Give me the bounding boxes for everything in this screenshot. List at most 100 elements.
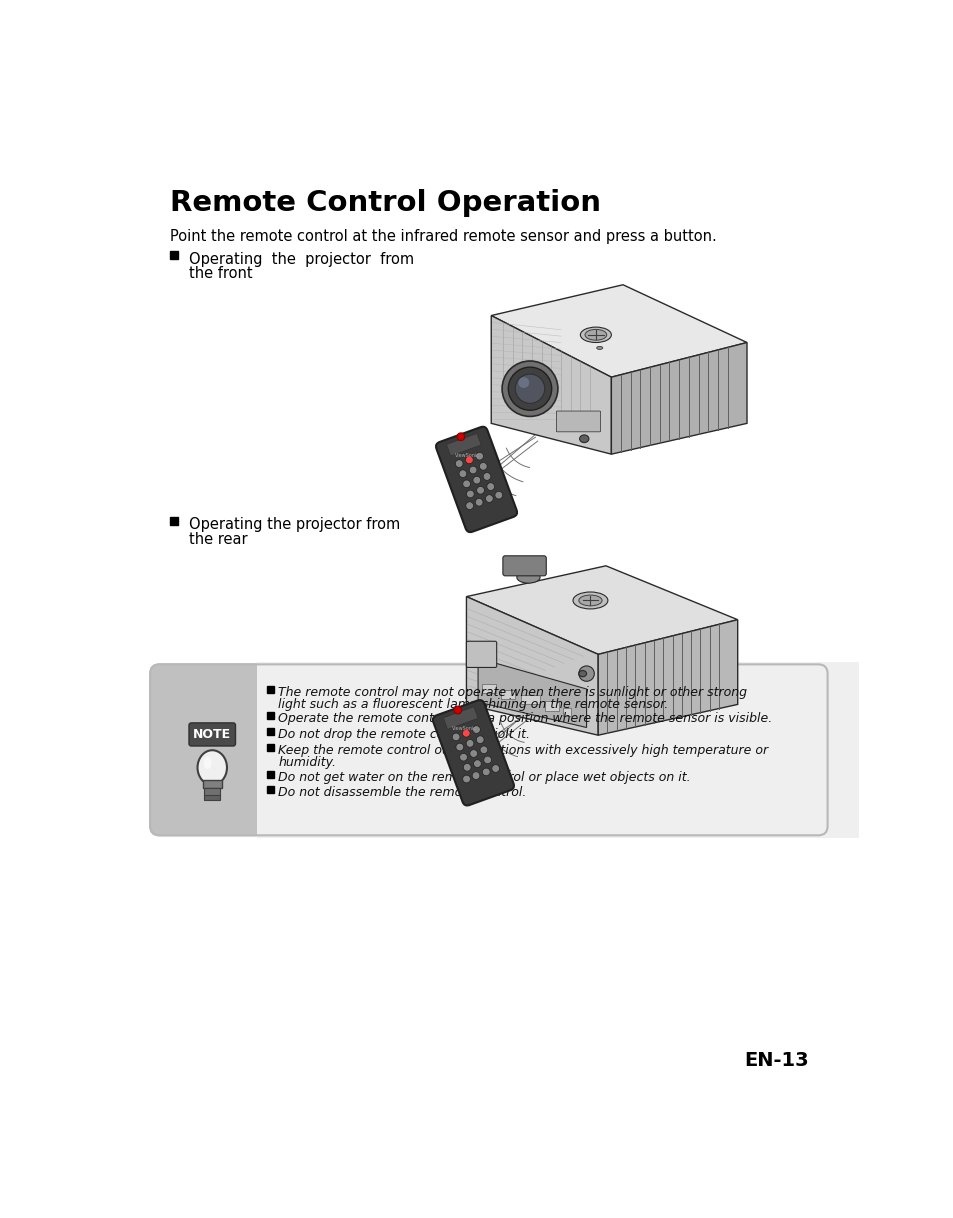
Ellipse shape [578, 596, 601, 605]
Bar [562, 708, 571, 716]
Circle shape [459, 754, 467, 761]
Text: 15°: 15° [506, 639, 522, 657]
FancyBboxPatch shape [436, 426, 517, 532]
Circle shape [473, 476, 480, 484]
Text: Do not disassemble the remote control.: Do not disassemble the remote control. [278, 787, 526, 799]
Text: The remote control may not operate when there is sunlight or other strong: The remote control may not operate when … [278, 686, 746, 699]
Text: Operate the remote control from a position where the remote sensor is visible.: Operate the remote control from a positi… [278, 713, 772, 726]
Ellipse shape [579, 435, 588, 442]
Circle shape [472, 772, 479, 780]
Circle shape [578, 666, 594, 681]
Circle shape [466, 490, 474, 498]
Bar [170, 251, 178, 259]
Text: 5m: 5m [521, 386, 537, 402]
Text: NOTE: NOTE [193, 728, 231, 741]
Text: ViewSonic: ViewSonic [455, 453, 479, 458]
Bar [520, 695, 539, 704]
Circle shape [462, 775, 470, 783]
Text: Point the remote control at the infrared remote sensor and press a button.: Point the remote control at the infrared… [170, 229, 716, 245]
Circle shape [475, 498, 482, 507]
Ellipse shape [578, 671, 586, 677]
Polygon shape [477, 658, 586, 727]
Circle shape [452, 733, 459, 741]
Text: the front: the front [189, 267, 253, 281]
Text: 7m: 7m [513, 671, 529, 687]
Ellipse shape [573, 592, 607, 609]
Circle shape [456, 432, 464, 441]
Circle shape [482, 473, 491, 480]
Ellipse shape [515, 374, 544, 403]
Ellipse shape [197, 750, 227, 784]
Ellipse shape [579, 328, 611, 342]
FancyBboxPatch shape [433, 700, 514, 805]
Text: humidity.: humidity. [278, 756, 335, 769]
Circle shape [458, 470, 466, 477]
Text: 10°: 10° [498, 379, 514, 396]
Bar [257, 663, 915, 838]
Ellipse shape [596, 346, 602, 350]
FancyBboxPatch shape [189, 723, 235, 745]
Polygon shape [611, 342, 746, 454]
Circle shape [454, 706, 461, 714]
Text: Keep the remote control out of locations with excessively high temperature or: Keep the remote control out of locations… [278, 744, 767, 758]
Text: 10°: 10° [496, 650, 511, 667]
Polygon shape [491, 315, 611, 454]
Circle shape [492, 765, 499, 772]
Bar [203, 780, 221, 788]
Ellipse shape [501, 361, 558, 417]
Text: Operating  the  projector  from: Operating the projector from [189, 252, 414, 267]
FancyBboxPatch shape [150, 664, 275, 836]
FancyBboxPatch shape [446, 434, 480, 456]
Bar [267, 771, 274, 777]
Circle shape [462, 730, 470, 737]
Bar [267, 686, 274, 693]
Ellipse shape [204, 756, 212, 769]
Circle shape [455, 459, 462, 468]
Circle shape [483, 756, 491, 764]
Circle shape [463, 764, 471, 771]
Bar [267, 728, 274, 736]
Polygon shape [598, 620, 737, 736]
Text: 5m: 5m [518, 658, 534, 674]
Text: ViewSonic: ViewSonic [452, 726, 476, 731]
Ellipse shape [517, 571, 539, 583]
Text: light such as a fluorescent lamp shining on the remote sensor.: light such as a fluorescent lamp shining… [278, 698, 668, 711]
Bar [267, 713, 274, 720]
FancyBboxPatch shape [443, 706, 477, 730]
Circle shape [473, 760, 481, 767]
Text: Operating the projector from: Operating the projector from [189, 518, 400, 532]
Circle shape [486, 482, 494, 491]
Bar [204, 788, 220, 797]
Text: 5m: 5m [509, 685, 524, 700]
Circle shape [482, 769, 490, 776]
Circle shape [472, 726, 480, 733]
FancyBboxPatch shape [150, 664, 827, 836]
Bar [204, 795, 220, 800]
Polygon shape [466, 566, 737, 654]
Polygon shape [491, 285, 746, 378]
Text: 7m: 7m [517, 400, 533, 415]
Text: 15°: 15° [510, 368, 526, 385]
Circle shape [495, 491, 502, 499]
Text: 5m: 5m [513, 410, 528, 426]
Text: EN-13: EN-13 [743, 1051, 808, 1069]
Text: Do not drop the remote control or jolt it.: Do not drop the remote control or jolt i… [278, 728, 530, 742]
Circle shape [485, 495, 493, 502]
Ellipse shape [517, 378, 529, 389]
Ellipse shape [584, 329, 606, 340]
Circle shape [469, 749, 477, 758]
Circle shape [462, 480, 470, 487]
Text: Do not get water on the remote control or place wet objects on it.: Do not get water on the remote control o… [278, 771, 690, 783]
Bar [481, 683, 496, 693]
Bar [267, 744, 274, 752]
Ellipse shape [508, 367, 551, 410]
FancyBboxPatch shape [466, 641, 497, 667]
Text: the rear: the rear [189, 532, 248, 547]
Bar [170, 516, 178, 525]
Circle shape [465, 502, 473, 509]
Circle shape [469, 466, 476, 474]
Circle shape [479, 745, 487, 754]
Polygon shape [466, 597, 598, 736]
FancyBboxPatch shape [556, 410, 599, 432]
Circle shape [465, 456, 473, 464]
